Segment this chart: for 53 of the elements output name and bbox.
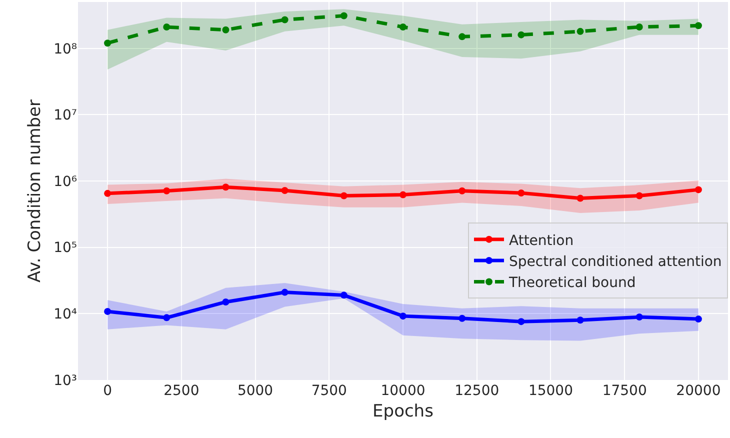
y-tick-label: 10⁴ [54, 306, 78, 323]
y-axis-title: Av. Condition number [25, 99, 46, 283]
point [458, 314, 466, 322]
point [340, 192, 348, 200]
point [694, 316, 702, 323]
point [636, 23, 643, 30]
point [340, 292, 348, 299]
x-tick-label: 12500 [454, 383, 500, 399]
point [694, 186, 702, 194]
x-tick-label: 5000 [237, 383, 274, 399]
point [340, 12, 348, 20]
point [400, 191, 406, 198]
point [576, 316, 584, 324]
x-tick-label: 10000 [380, 383, 426, 399]
point [104, 308, 112, 315]
legend-label: Spectral conditioned attention [509, 254, 722, 270]
point [163, 314, 170, 322]
x-tick-label: 15000 [528, 383, 574, 399]
y-tick-label: 10⁵ [54, 240, 77, 256]
point [458, 187, 466, 194]
point [576, 28, 584, 35]
x-tick-label: 7500 [311, 383, 347, 399]
point [222, 298, 230, 306]
point [458, 33, 466, 40]
point [400, 312, 406, 320]
point [222, 26, 230, 34]
point [281, 288, 288, 296]
legend-label: Attention [509, 232, 574, 249]
point [636, 192, 643, 200]
point [636, 314, 643, 321]
x-tick-label: 0 [103, 383, 112, 399]
y-tick-label: 10⁷ [54, 108, 77, 124]
x-tick-label: 17500 [602, 383, 647, 399]
y-tick-label: 10⁸ [54, 41, 78, 58]
y-tick-label: 10⁶ [54, 174, 78, 190]
point [281, 16, 288, 24]
point [518, 189, 525, 196]
point [222, 184, 230, 191]
point [163, 187, 170, 194]
x-tick-label: 20000 [676, 383, 721, 399]
point [576, 194, 584, 202]
point [281, 186, 288, 194]
x-tick-label: 2500 [164, 383, 200, 399]
point [694, 22, 702, 30]
point [163, 23, 170, 30]
point [518, 318, 525, 326]
point [104, 40, 112, 47]
point [518, 31, 525, 38]
y-tick-label: 10³ [54, 372, 77, 389]
point [104, 190, 112, 197]
point [400, 23, 406, 30]
legend-label: Theoretical bound [508, 275, 636, 292]
x-axis-title: Epochs [372, 401, 434, 422]
